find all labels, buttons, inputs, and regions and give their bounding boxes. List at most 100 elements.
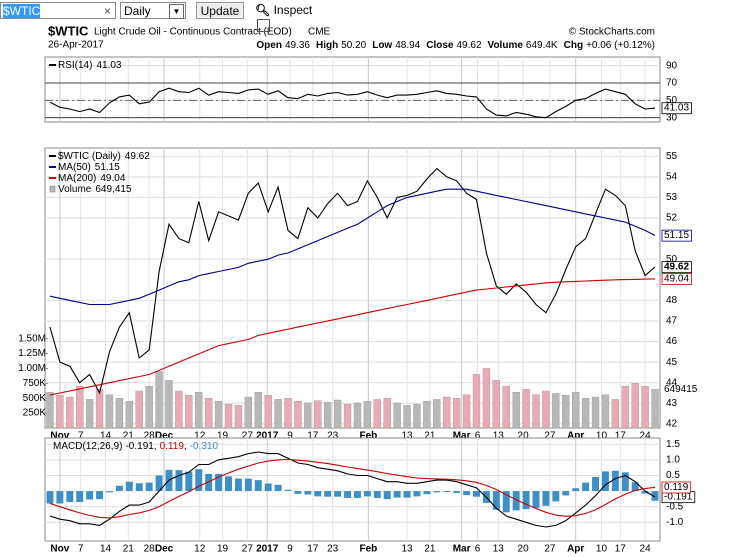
quote-label: Chg <box>564 40 583 51</box>
legend-separator: , <box>184 441 187 452</box>
bar <box>492 491 500 510</box>
quote: Open 49.36 High 50.20 Low 48.94 Close 49.62 Volu… <box>256 40 655 51</box>
bar <box>453 491 461 493</box>
x-tick-label: 23 <box>327 544 339 555</box>
x-tick-label: 12 <box>194 431 206 442</box>
x-tick-label: 27 <box>242 431 254 442</box>
update-button[interactable]: Update <box>196 2 244 19</box>
x-tick-label: 21 <box>123 431 135 442</box>
x-tick-label: Nov <box>50 544 69 555</box>
legend-name: MA(50) <box>58 162 91 173</box>
x-tick-label: Feb <box>359 431 377 442</box>
bar <box>314 400 322 429</box>
legend: MACD(12,26,9) -0.191, 0.119, -0.310 <box>53 441 218 452</box>
bar <box>234 478 242 492</box>
end-label-box <box>661 261 692 274</box>
end-label-box <box>661 102 692 115</box>
bar <box>542 390 550 429</box>
bar <box>294 400 302 429</box>
x-tick-label: Feb <box>359 544 377 555</box>
symbol-input[interactable]: $WTIC × <box>0 2 116 19</box>
bar <box>423 491 431 495</box>
bar <box>601 394 610 429</box>
x-tick-label: 2017 <box>256 431 279 442</box>
legend-value: -0.191 <box>125 441 154 452</box>
bar <box>244 396 253 429</box>
inspect[interactable]: 🔍︎ Inspect <box>255 2 330 32</box>
legend-icon <box>49 166 56 168</box>
bar <box>344 491 352 498</box>
bar <box>205 473 213 492</box>
bar <box>294 491 302 494</box>
line <box>49 278 656 396</box>
bar <box>373 491 381 498</box>
bar <box>76 386 84 429</box>
bar <box>175 390 183 429</box>
x-tick-label: 28 <box>144 544 156 555</box>
bar <box>502 386 510 429</box>
x-tick-label: 17 <box>307 431 319 442</box>
panel <box>44 147 661 429</box>
bar <box>204 398 213 429</box>
x-tick-label: 7 <box>78 544 84 555</box>
bar <box>443 491 451 492</box>
bar <box>254 480 262 492</box>
symbol-text: $WTIC <box>3 4 41 18</box>
x-tick-label: 14 <box>100 544 112 555</box>
bar <box>591 396 600 429</box>
bar <box>532 491 540 508</box>
end-label-box <box>661 229 692 242</box>
bar <box>452 398 461 429</box>
x-tick-label: Nov <box>50 431 69 442</box>
bar <box>135 390 143 429</box>
bar <box>512 491 520 511</box>
x-tick-label: Dec <box>155 431 174 442</box>
bar <box>135 483 143 492</box>
y-tick-label: 44 <box>666 377 678 388</box>
bar <box>86 491 94 500</box>
quote-value: 50.20 <box>341 40 366 51</box>
y-tick-label: 50 <box>666 95 678 106</box>
bar <box>66 396 74 429</box>
bar <box>492 380 501 429</box>
bar <box>542 491 550 506</box>
legend-value: -0.310 <box>190 441 219 452</box>
quote-value: 49.62 <box>456 40 481 51</box>
x-tick-label: 2017 <box>256 544 279 555</box>
bar <box>572 488 580 492</box>
legend-name: $WTIC (Daily) <box>58 151 121 162</box>
dropdown-arrow: ▼ <box>169 4 184 19</box>
bar <box>621 386 629 429</box>
bar <box>572 392 580 429</box>
legend-value: 649,415 <box>95 184 132 195</box>
bar <box>651 491 659 501</box>
bar <box>363 400 372 429</box>
x-tick-label: 10 <box>596 544 608 555</box>
inspect-checkbox[interactable] <box>257 19 270 32</box>
legend-icon <box>49 177 56 179</box>
quote-label: Close <box>426 40 454 51</box>
y-tick-label: 1.5 <box>666 439 680 450</box>
bar <box>214 400 223 429</box>
y-tick-label: 50 <box>666 254 678 265</box>
bar <box>314 491 322 497</box>
line <box>49 188 656 306</box>
bar <box>46 491 54 504</box>
x-tick-label: 21 <box>424 431 436 442</box>
magnifier: 🔍︎ <box>255 3 271 17</box>
bar <box>621 472 629 492</box>
x-tick-label: 28 <box>144 431 156 442</box>
bar <box>66 491 74 502</box>
y-tick-label: 1.0 <box>666 454 680 465</box>
legend-name: MACD(12,26,9) <box>53 441 122 452</box>
bar <box>264 395 272 429</box>
period-select[interactable]: Daily ▼ <box>120 2 186 19</box>
legend: Volume 649,415 <box>58 184 132 195</box>
inspect-label: Inspect <box>273 3 313 17</box>
x-tick-label: 27 <box>544 431 556 442</box>
y-tick-label: 48 <box>666 295 678 306</box>
bar <box>185 395 193 429</box>
clear-icon[interactable]: × <box>103 4 111 18</box>
bar <box>592 477 599 492</box>
y-tick-label: 70 <box>666 78 678 89</box>
